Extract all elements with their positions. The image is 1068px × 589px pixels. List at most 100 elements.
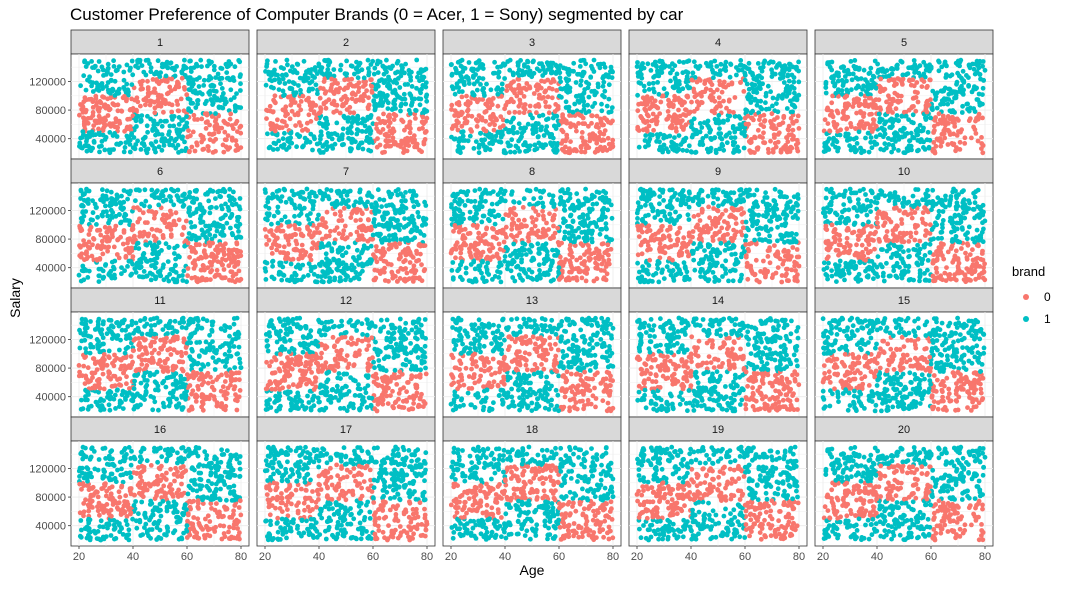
data-point [635, 93, 640, 98]
data-point [148, 69, 153, 74]
data-point [295, 62, 300, 67]
data-point [324, 234, 329, 239]
data-point [796, 60, 801, 65]
data-point [717, 95, 722, 100]
data-point [579, 145, 584, 150]
data-point [275, 147, 280, 152]
data-point [363, 124, 368, 129]
data-point [295, 248, 300, 253]
data-point [915, 149, 920, 154]
data-point [109, 72, 114, 77]
data-point [294, 242, 299, 247]
data-point [483, 119, 488, 124]
data-point [601, 84, 606, 89]
data-point [657, 59, 662, 64]
data-point [645, 119, 650, 124]
data-point [309, 190, 314, 195]
data-point [228, 62, 233, 67]
data-point [455, 101, 460, 106]
data-point [314, 230, 319, 235]
data-point [932, 128, 937, 133]
data-point [841, 65, 846, 70]
data-point [609, 65, 614, 70]
data-point [927, 146, 932, 151]
data-point [395, 279, 400, 284]
data-point [502, 76, 507, 81]
data-point [104, 135, 109, 140]
data-point [964, 102, 969, 107]
data-point [677, 133, 682, 138]
data-point [495, 85, 500, 90]
data-point [354, 258, 359, 263]
data-point [208, 137, 213, 142]
data-point [285, 58, 290, 63]
data-point [725, 140, 730, 145]
data-point [667, 134, 672, 139]
facet-strip-label: 4 [715, 37, 721, 49]
data-point [363, 82, 368, 87]
data-point [755, 103, 760, 108]
data-point [93, 94, 98, 99]
data-point [212, 68, 217, 73]
data-point [560, 112, 565, 117]
data-point [845, 101, 850, 106]
data-point [107, 148, 112, 153]
data-point [424, 217, 429, 222]
data-point [599, 120, 604, 125]
data-point [224, 144, 229, 149]
data-point [154, 190, 159, 195]
data-point [303, 136, 308, 141]
data-point [869, 102, 874, 107]
data-point [831, 114, 836, 119]
data-point [125, 190, 130, 195]
data-point [353, 199, 358, 204]
y-tick-label: 80000 [35, 105, 66, 117]
data-point [598, 145, 603, 150]
data-point [332, 276, 337, 281]
data-point [112, 131, 117, 136]
data-point [134, 116, 139, 121]
data-point [680, 118, 685, 123]
data-point [900, 129, 905, 134]
data-point [406, 238, 411, 243]
data-point [952, 110, 957, 115]
data-point [836, 87, 841, 92]
data-point [182, 192, 187, 197]
data-point [952, 121, 957, 126]
data-point [97, 59, 102, 64]
data-point [716, 131, 721, 136]
data-point [216, 250, 221, 255]
data-point [741, 89, 746, 94]
data-point [304, 140, 309, 145]
data-point [312, 136, 317, 141]
data-point [354, 118, 359, 123]
data-point [138, 58, 143, 63]
data-point [208, 211, 213, 216]
data-point [553, 109, 558, 114]
data-point [794, 65, 799, 70]
data-point [911, 104, 916, 109]
data-point [831, 138, 836, 143]
data-point [577, 100, 582, 105]
data-point [977, 92, 982, 97]
data-point [394, 218, 399, 223]
data-point [852, 58, 857, 63]
data-point [673, 83, 678, 88]
data-point [676, 119, 681, 124]
data-point [759, 75, 764, 80]
data-point [281, 136, 286, 141]
data-point [318, 105, 323, 110]
data-point [979, 146, 984, 151]
data-point [456, 85, 461, 90]
data-point [270, 122, 275, 127]
data-point [79, 216, 84, 221]
data-point [732, 140, 737, 145]
data-point [349, 77, 354, 82]
data-point [452, 113, 457, 118]
data-point [121, 242, 126, 247]
data-point [160, 217, 165, 222]
data-point [316, 213, 321, 218]
data-point [87, 97, 92, 102]
data-point [204, 99, 209, 104]
data-point [865, 80, 870, 85]
